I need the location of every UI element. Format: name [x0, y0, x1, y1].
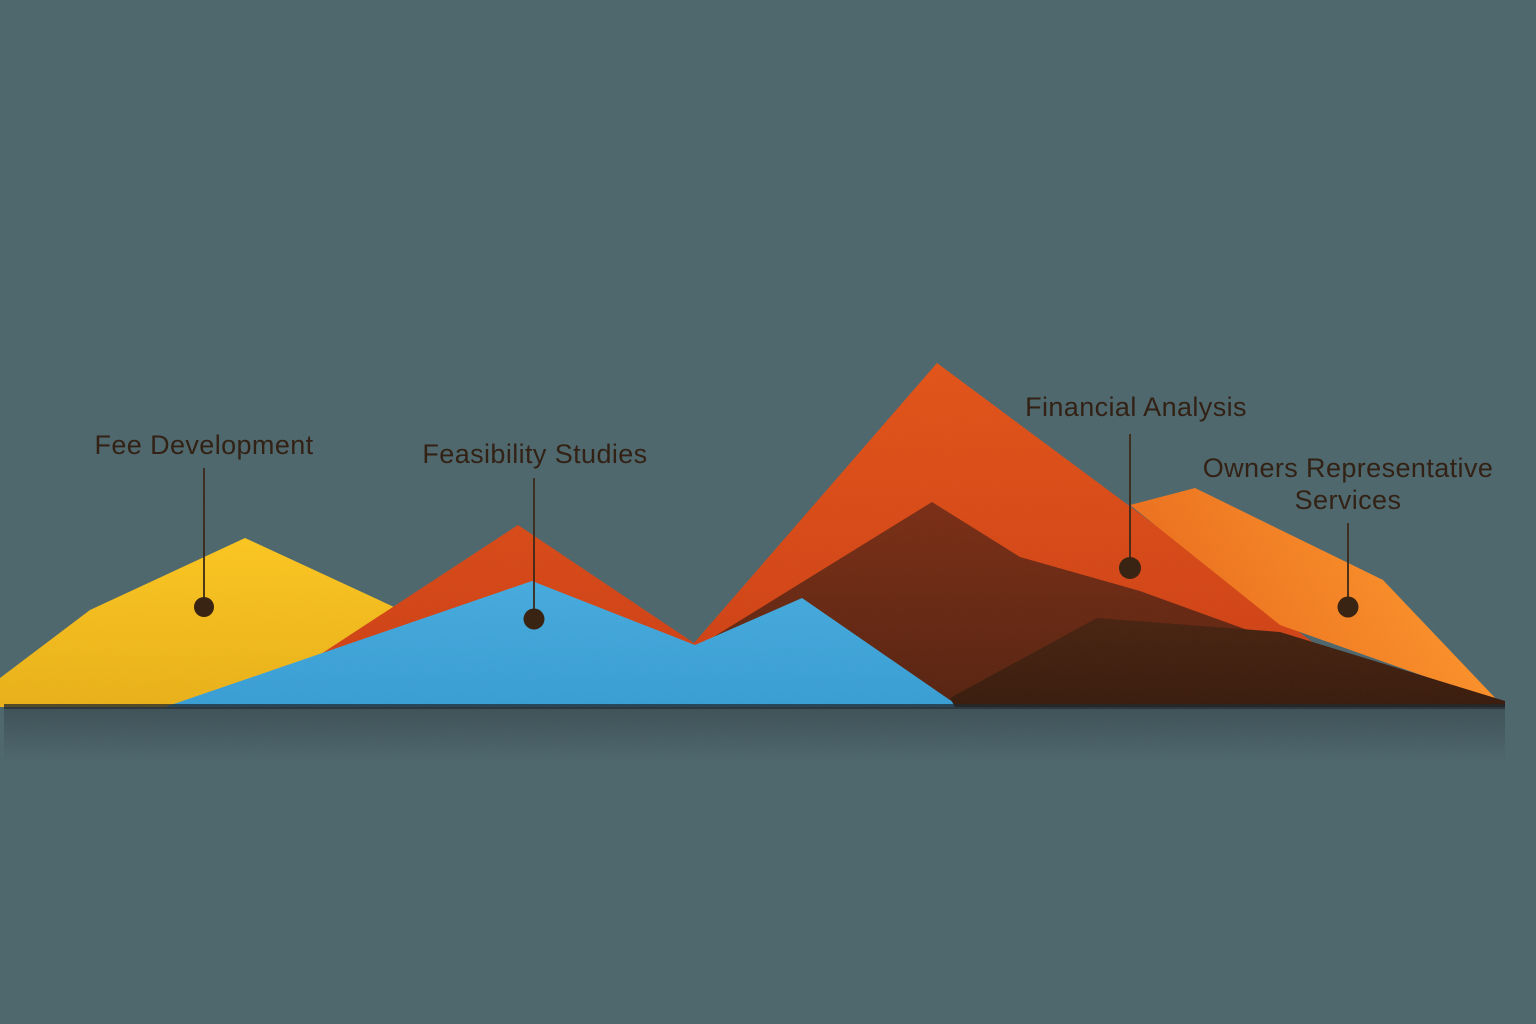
- grain-texture-overlay: [0, 0, 1536, 1024]
- infographic-canvas: Fee Development Feasibility Studies Fina…: [0, 0, 1536, 1024]
- mountain-infographic: Fee Development Feasibility Studies Fina…: [0, 0, 1536, 1024]
